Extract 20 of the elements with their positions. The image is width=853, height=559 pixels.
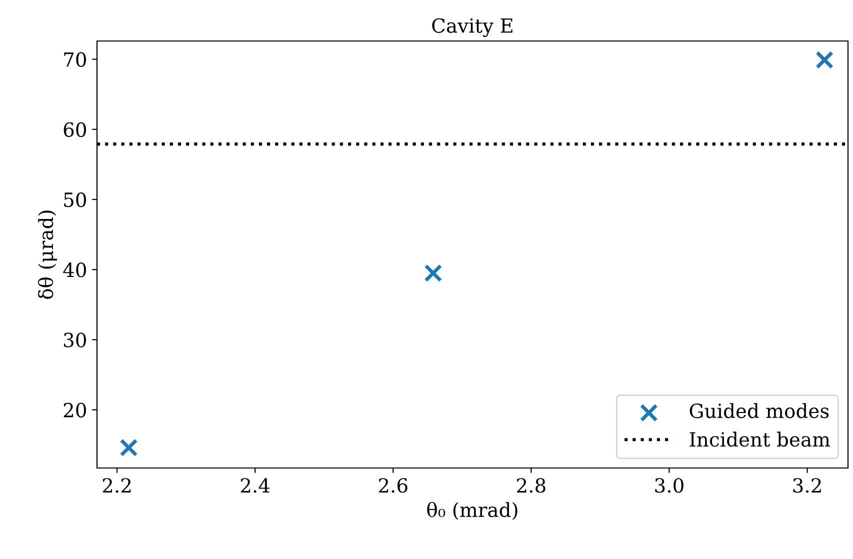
x-tick-label: 2.6 [378, 478, 408, 493]
y-tick-label: 20 [64, 402, 86, 418]
x-tick-label: 3.0 [655, 478, 684, 493]
legend-label: Guided modes [690, 403, 829, 418]
x-axis-title: θ₀ (mrad) [427, 502, 518, 520]
point [120, 438, 138, 457]
y-axis-title: δθ (μrad) [38, 210, 57, 299]
x-tick-label: 2.2 [102, 478, 131, 493]
legend-label: Incident beam [690, 432, 830, 447]
chart-title: Cavity E [432, 18, 512, 37]
point [424, 264, 442, 282]
y-tick-label: 40 [63, 262, 86, 278]
x-tick-label: 2.8 [517, 478, 546, 493]
y-tick-label: 50 [64, 192, 86, 208]
x-tick-label: 2.4 [240, 478, 270, 493]
y-tick-label: 30 [64, 332, 86, 348]
x-tick-label: 3.2 [793, 478, 821, 493]
point [816, 50, 834, 69]
y-tick-label: 60 [64, 122, 86, 138]
y-tick-label: 70 [64, 52, 86, 67]
